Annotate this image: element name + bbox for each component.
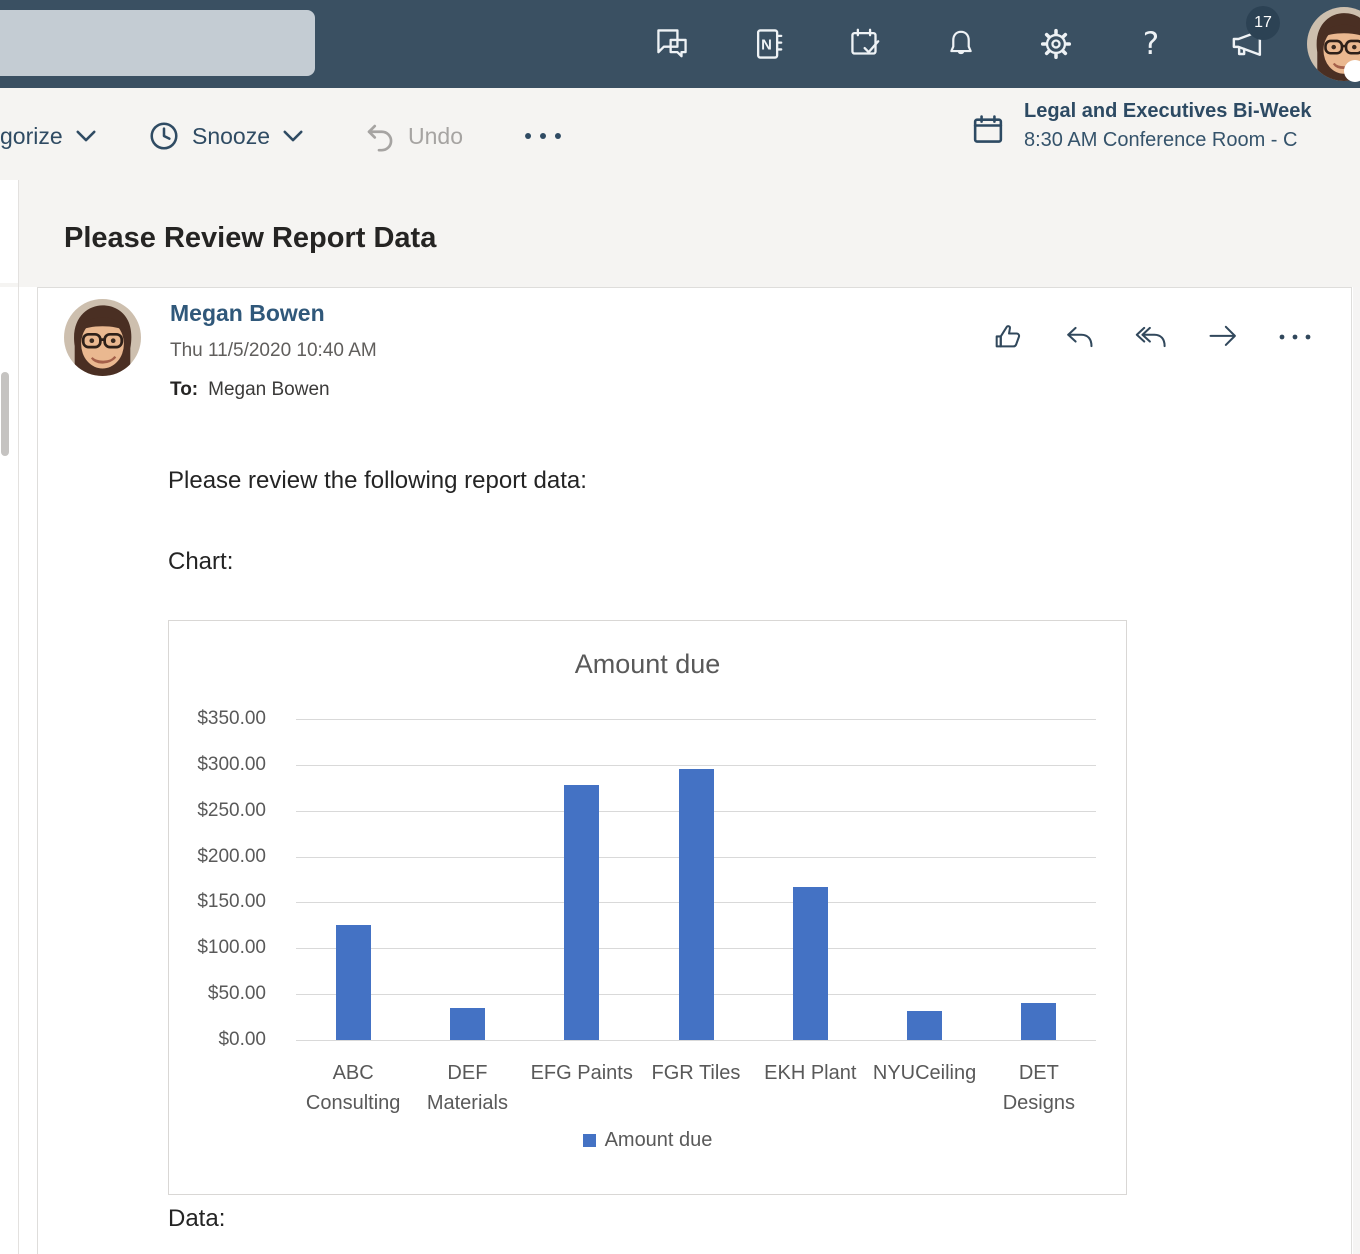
notification-count-badge: 17 [1246, 6, 1280, 40]
chart-image: Amount due $350.00 $300.00 $250.00 $200.00 $… [168, 620, 1127, 1195]
reading-pane-scroll-track[interactable] [1353, 287, 1360, 1254]
clock-icon [150, 122, 178, 150]
my-day-icon[interactable] [844, 22, 888, 66]
help-icon[interactable]: ? [1129, 22, 1173, 66]
app-top-bar: N ? 17 [0, 0, 1360, 88]
event-title: Legal and Executives Bi-Week [1024, 100, 1312, 122]
undo-button[interactable]: Undo [362, 112, 463, 160]
onenote-icon[interactable]: N [747, 22, 791, 66]
reply-icon [1067, 326, 1093, 348]
y-axis-tick-label: $100.00 [197, 937, 266, 959]
presence-indicator [1344, 60, 1360, 82]
categorize-button[interactable]: gorize [0, 112, 97, 160]
chevron-down-icon [283, 130, 303, 142]
event-time-location: 8:30 AM Conference Room - C [1024, 129, 1298, 151]
reply-all-button[interactable] [1128, 314, 1174, 360]
notifications-icon[interactable] [939, 22, 983, 66]
bar-FGR Tiles [678, 769, 714, 1040]
more-commands-button[interactable] [520, 112, 566, 160]
email-subject: Please Review Report Data [64, 222, 437, 254]
x-axis-category-label: FGR Tiles [651, 1062, 741, 1084]
snooze-label: Snooze [192, 122, 271, 149]
bar-DET Designs [1021, 1003, 1057, 1040]
calendar-event-widget[interactable]: Legal and Executives Bi-Week 8:30 AM Con… [970, 100, 1360, 172]
chevron-down-icon [76, 130, 96, 142]
chart-canvas: $350.00 $300.00 $250.00 $200.00 $150.00 $100.… [169, 621, 1126, 1194]
sent-datetime: Thu 11/5/2020 10:40 AM [170, 340, 377, 361]
x-axis-category-label: DEF Materials [426, 1062, 508, 1114]
recipient-line: To: Megan Bowen [170, 379, 330, 401]
undo-icon [367, 124, 393, 152]
settings-icon[interactable] [1034, 22, 1078, 66]
y-axis-tick-label: $300.00 [197, 753, 266, 775]
whats-new-icon[interactable] [1225, 22, 1269, 66]
y-axis-tick-label: $250.00 [197, 799, 266, 821]
forward-button[interactable] [1200, 314, 1246, 360]
recipient-name[interactable]: Megan Bowen [208, 379, 330, 400]
y-axis-tick-label: $50.00 [207, 983, 266, 1005]
svg-text:N: N [761, 36, 772, 53]
like-button[interactable] [984, 314, 1030, 360]
thumbs-up-icon [995, 325, 1021, 348]
bar-ABC Consulting [335, 925, 371, 1040]
undo-label: Undo [408, 122, 463, 149]
bar-DEF Materials [449, 1007, 485, 1040]
bar-NYUCeiling [907, 1010, 943, 1040]
legend-label: Amount due [604, 1129, 713, 1151]
to-label: To: [170, 379, 199, 400]
bar-EFG Paints [564, 785, 600, 1040]
avatar[interactable] [1307, 7, 1360, 81]
gridline [296, 1040, 1096, 1041]
x-axis-category-label: ABC Consulting [305, 1062, 401, 1114]
reading-pane-header [0, 88, 1360, 287]
reply-button[interactable] [1056, 314, 1102, 360]
legend-swatch [582, 1134, 596, 1147]
sender-avatar[interactable] [64, 299, 141, 376]
y-axis-tick-label: $0.00 [218, 1029, 266, 1050]
categorize-label: gorize [0, 122, 63, 149]
x-axis-category-label: EFG Paints [530, 1062, 633, 1084]
bar-EKH Plant [792, 886, 828, 1040]
gridline [296, 719, 1096, 720]
forward-icon [1209, 325, 1236, 346]
snooze-button[interactable]: Snooze [148, 112, 304, 160]
y-axis-tick-label: $350.00 [197, 708, 266, 729]
ellipsis-icon [525, 133, 561, 139]
chat-icon[interactable] [650, 22, 694, 66]
left-pane-edge [0, 180, 18, 283]
x-axis-category-label: NYUCeiling [872, 1062, 977, 1084]
gridline [296, 764, 1096, 766]
more-actions-button[interactable] [1272, 314, 1318, 360]
data-caption: Data: [168, 1205, 226, 1232]
chart-legend: Amount due [169, 1129, 1126, 1152]
search-input[interactable] [0, 10, 315, 76]
chart-caption: Chart: [168, 548, 234, 575]
scrollbar-thumb[interactable] [1, 372, 9, 456]
x-axis-category-label: DET Designs [1002, 1062, 1075, 1114]
x-axis-category-label: EKH Plant [764, 1062, 857, 1084]
calendar-icon [973, 115, 1003, 143]
ellipsis-icon [1279, 334, 1311, 340]
y-axis-tick-label: $200.00 [197, 845, 266, 867]
chart-title: Amount due [574, 649, 721, 679]
sender-name[interactable]: Megan Bowen [170, 300, 325, 326]
pane-divider [18, 180, 19, 1254]
body-intro: Please review the following report data: [168, 467, 587, 494]
reply-all-icon [1135, 326, 1166, 348]
y-axis-tick-label: $150.00 [197, 891, 266, 913]
